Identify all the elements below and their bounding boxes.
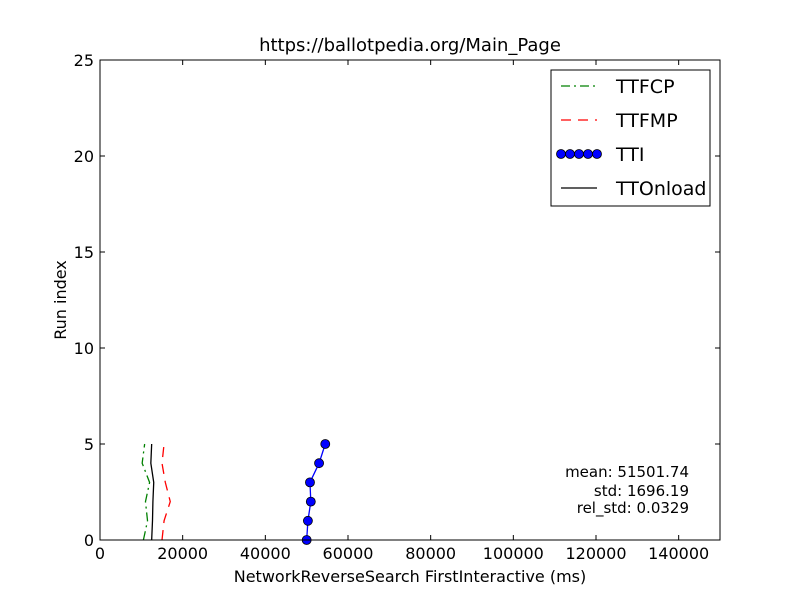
- legend-marker: [565, 149, 575, 159]
- x-tick-label: 0: [95, 544, 105, 563]
- legend-label-ttonload: TTOnload: [615, 178, 706, 200]
- y-tick-label: 5: [84, 435, 94, 454]
- legend: TTFCP TTFMP TTI TTOnload: [550, 69, 711, 207]
- stats-std: std: 1696.19: [594, 482, 689, 500]
- data-point-tti: [305, 496, 316, 507]
- stats-annotation: mean: 51501.74 std: 1696.19 rel_std: 0.0…: [565, 463, 689, 518]
- axes-frame: [99, 59, 721, 541]
- series-line-ttonload: [150, 443, 155, 541]
- legend-box: [550, 69, 711, 207]
- y-tick-label: 25: [74, 51, 94, 70]
- x-axis-title: NetworkReverseSearch FirstInteractive (m…: [234, 567, 587, 586]
- data-point-tti: [320, 439, 331, 449]
- x-tick-label: 100000: [483, 544, 544, 563]
- legend-label-tti: TTI: [615, 144, 644, 166]
- data-point-tti: [303, 515, 313, 526]
- legend-label-ttfcp: TTFCP: [615, 76, 675, 98]
- y-tick-label: 0: [84, 531, 94, 550]
- y-axis-title: Run index: [51, 260, 70, 340]
- y-tick-label: 15: [74, 243, 94, 262]
- x-tick-label: 120000: [565, 544, 626, 563]
- x-tick-label: 80000: [405, 544, 456, 563]
- data-point-tti: [314, 458, 324, 469]
- x-tick-label: 40000: [240, 544, 291, 563]
- stats-rel-std: rel_std: 0.0329: [577, 499, 689, 518]
- legend-marker: [592, 149, 602, 159]
- data-point-tti: [305, 477, 315, 488]
- x-tick-label: 60000: [323, 544, 374, 563]
- legend-marker: [556, 149, 566, 159]
- legend-label-ttfmp: TTFMP: [615, 110, 678, 132]
- x-tick-label: 140000: [648, 544, 709, 563]
- plot-area: 0 20000 40000 60000 80000 100000 120000 140000 0…: [74, 51, 721, 563]
- legend-marker: [583, 149, 593, 159]
- y-tick-label: 10: [74, 339, 94, 358]
- chart-title: https://ballotpedia.org/Main_Page: [259, 35, 561, 56]
- x-tick-label: 20000: [157, 544, 208, 563]
- legend-marker: [574, 149, 584, 159]
- y-tick-label: 20: [74, 147, 94, 166]
- stats-mean: mean: 51501.74: [565, 463, 689, 481]
- series-line-ttfcp: [141, 443, 151, 541]
